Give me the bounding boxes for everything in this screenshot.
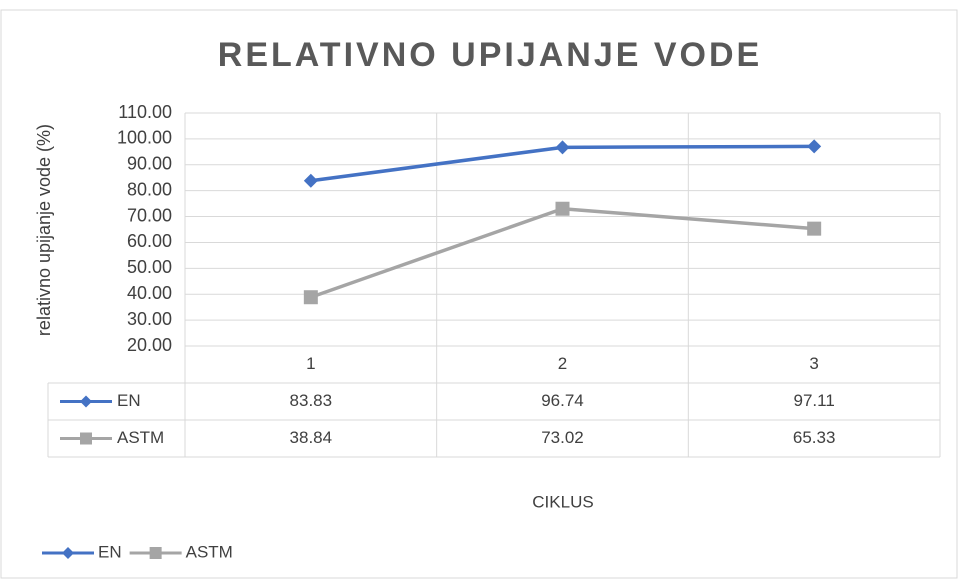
y-tick-label: 60.00: [127, 231, 172, 251]
table-series-name: ASTM: [117, 428, 164, 447]
y-tick-label: 100.00: [117, 128, 172, 148]
table-value: 96.74: [541, 391, 584, 410]
marker: [555, 140, 570, 155]
table-legend-key-marker: [80, 395, 92, 408]
y-axis-title: relativno upijanje vode (%): [34, 124, 54, 336]
table-value: 65.33: [793, 428, 836, 447]
y-tick-label: 70.00: [127, 205, 172, 225]
y-tick-label: 30.00: [127, 309, 172, 329]
y-tick-label: 40.00: [127, 283, 172, 303]
y-tick-label: 20.00: [127, 335, 172, 355]
marker: [807, 139, 822, 154]
table-value: 73.02: [541, 428, 584, 447]
y-tick-label: 90.00: [127, 154, 172, 174]
x-axis-title: CIKLUS: [532, 492, 593, 511]
legend-key-marker: [62, 547, 74, 559]
y-tick-label: 110.00: [118, 102, 172, 122]
table-legend-key-marker: [80, 432, 92, 445]
marker: [807, 221, 822, 236]
table-value: 38.84: [290, 428, 333, 447]
chart-title: RELATIVNO UPIJANJE VODE: [218, 36, 762, 74]
legend-label: ASTM: [186, 542, 233, 561]
y-tick-label: 50.00: [127, 257, 172, 277]
x-tick-label: 2: [558, 354, 567, 373]
x-tick-label: 1: [306, 354, 315, 373]
table-value: 97.11: [794, 391, 835, 410]
marker: [555, 201, 570, 216]
table-value: 83.83: [290, 391, 333, 410]
marker: [303, 290, 318, 305]
legend-key-marker: [149, 547, 162, 559]
table-series-name: EN: [117, 391, 141, 410]
marker: [303, 173, 318, 188]
x-tick-label: 3: [809, 354, 818, 373]
legend-label: EN: [98, 542, 122, 561]
y-tick-label: 80.00: [127, 179, 172, 199]
